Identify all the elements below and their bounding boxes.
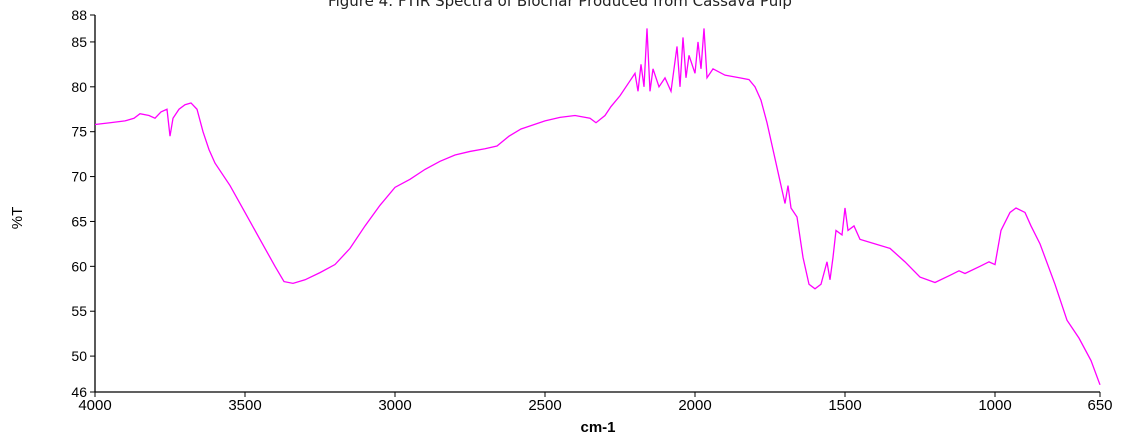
x-tick-label: 2500 xyxy=(528,397,561,414)
y-tick-label: 50 xyxy=(71,348,87,364)
y-tick-label: 70 xyxy=(71,169,87,185)
y-tick-label: 85 xyxy=(71,34,87,50)
y-tick-label: 55 xyxy=(71,303,87,319)
x-tick-label: 3000 xyxy=(378,397,411,414)
x-tick-label: 2000 xyxy=(678,397,711,414)
x-tick-label: 4000 xyxy=(78,397,111,414)
x-tick-label: 1000 xyxy=(978,397,1011,414)
y-tick-label: 80 xyxy=(71,79,87,95)
y-axis-label: %T xyxy=(9,207,26,230)
spectrum-line xyxy=(94,28,1101,386)
y-tick-label: 65 xyxy=(71,213,87,229)
chart-title: Figure 4: FTIR Spectra of Biochar Produc… xyxy=(328,0,792,10)
x-tick-label: 3500 xyxy=(228,397,261,414)
y-tick-label: 60 xyxy=(71,258,87,274)
y-tick-label: 46 xyxy=(71,384,87,400)
x-axis-label: cm-1 xyxy=(580,419,615,436)
x-tick-label: 650 xyxy=(1087,397,1112,414)
x-tick-label: 1500 xyxy=(828,397,861,414)
y-tick-label: 75 xyxy=(71,124,87,140)
y-tick-label: 88 xyxy=(71,7,87,23)
